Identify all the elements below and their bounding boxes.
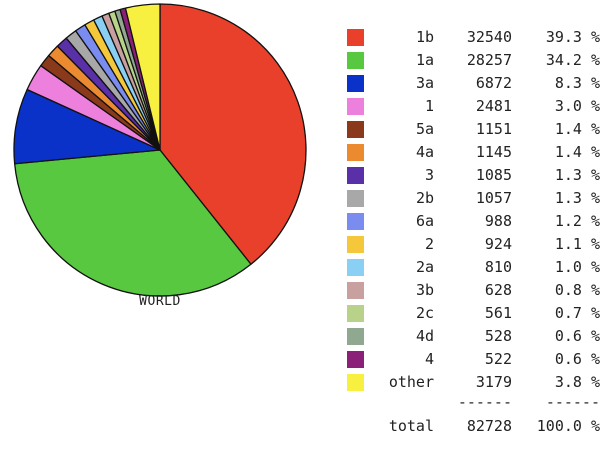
legend-row: 2b 1057 1.3 % — [344, 187, 600, 210]
separator-count: ------ — [457, 393, 512, 411]
legend-count: 1145 — [475, 143, 512, 161]
pie-slices — [13, 3, 307, 297]
legend-percent: 0.7 % — [554, 304, 600, 322]
legend-count: 1085 — [475, 166, 512, 184]
legend-label: 6a — [415, 212, 434, 230]
total-count: 82728 — [466, 417, 512, 435]
legend-swatch — [347, 144, 364, 161]
legend-count: 3179 — [475, 373, 512, 391]
legend-percent: 1.1 % — [554, 235, 600, 253]
legend-swatch — [347, 29, 364, 46]
legend-swatch — [347, 282, 364, 299]
legend-label: 4a — [415, 143, 434, 161]
legend-percent: 0.6 % — [554, 350, 600, 368]
legend-label: 2a — [415, 258, 434, 276]
legend-percent: 0.8 % — [554, 281, 600, 299]
legend-row: 2 924 1.1 % — [344, 233, 600, 256]
legend-label: 4 — [424, 350, 434, 368]
legend-label: 1a — [415, 51, 434, 69]
legend-row: 3 1085 1.3 % — [344, 164, 600, 187]
legend-swatch — [347, 167, 364, 184]
legend-percent: 3.0 % — [554, 97, 600, 115]
legend-count: 528 — [484, 327, 512, 345]
legend-row: 1 2481 3.0 % — [344, 95, 600, 118]
legend-row: 2a 810 1.0 % — [344, 256, 600, 279]
legend-swatch — [347, 259, 364, 276]
legend-count: 522 — [484, 350, 512, 368]
pie-slice-1b — [159, 3, 307, 265]
legend-label: 2c — [415, 304, 434, 322]
legend-percent: 1.2 % — [554, 212, 600, 230]
legend-swatch — [347, 121, 364, 138]
legend-percent: 1.3 % — [554, 189, 600, 207]
legend-row: 1b 32540 39.3 % — [344, 26, 600, 49]
legend-label: 3a — [415, 74, 434, 92]
separator-percent: ------ — [545, 393, 600, 411]
legend-label: 2b — [415, 189, 434, 207]
legend-swatch — [347, 236, 364, 253]
pie-slice-other — [124, 3, 161, 151]
legend-count: 32540 — [466, 28, 512, 46]
legend-row: 4 522 0.6 % — [344, 348, 600, 371]
legend-count: 1057 — [475, 189, 512, 207]
total-label: total — [388, 417, 434, 435]
legend-swatch — [347, 190, 364, 207]
legend-percent: 0.6 % — [554, 327, 600, 345]
legend-swatch — [347, 75, 364, 92]
legend-row: 3b 628 0.8 % — [344, 279, 600, 302]
legend-row: 2c 561 0.7 % — [344, 302, 600, 325]
legend-swatch — [347, 305, 364, 322]
legend-count: 810 — [484, 258, 512, 276]
chart-title: WORLD — [139, 294, 181, 309]
total-percent: 100.0 % — [536, 417, 600, 435]
legend-label: 1 — [424, 97, 434, 115]
legend-label: 2 — [424, 235, 434, 253]
legend-swatch — [347, 213, 364, 230]
legend-count: 988 — [484, 212, 512, 230]
legend-row: 4a 1145 1.4 % — [344, 141, 600, 164]
legend-percent: 34.2 % — [545, 51, 600, 69]
legend-count: 561 — [484, 304, 512, 322]
legend-table: 1b 32540 39.3 % 1a 28257 34.2 % 3a 6872 8.3 % 1 24… — [344, 26, 600, 438]
legend-label: other — [388, 373, 434, 391]
legend-label: 4d — [415, 327, 434, 345]
legend-label: 3 — [424, 166, 434, 184]
legend-row: 5a 1151 1.4 % — [344, 118, 600, 141]
legend-count: 28257 — [466, 51, 512, 69]
legend-row: 3a 6872 8.3 % — [344, 72, 600, 95]
legend-percent: 1.0 % — [554, 258, 600, 276]
legend-percent: 1.4 % — [554, 143, 600, 161]
legend-swatch — [347, 328, 364, 345]
legend-swatch — [347, 52, 364, 69]
legend-row: 1a 28257 34.2 % — [344, 49, 600, 72]
legend-row: 4d 528 0.6 % — [344, 325, 600, 348]
legend-count: 6872 — [475, 74, 512, 92]
legend-count: 628 — [484, 281, 512, 299]
legend-label: 1b — [415, 28, 434, 46]
legend-swatch — [347, 98, 364, 115]
legend-row: 6a 988 1.2 % — [344, 210, 600, 233]
legend-percent: 8.3 % — [554, 74, 600, 92]
legend-percent: 1.4 % — [554, 120, 600, 138]
legend-row: other 3179 3.8 % — [344, 371, 600, 394]
legend-percent: 39.3 % — [545, 28, 600, 46]
legend-count: 2481 — [475, 97, 512, 115]
legend-percent: 3.8 % — [554, 373, 600, 391]
pie-chart — [13, 3, 307, 297]
pie-slice-1a — [14, 149, 252, 297]
legend-swatch — [347, 351, 364, 368]
legend-count: 1151 — [475, 120, 512, 138]
legend-label: 3b — [415, 281, 434, 299]
total-row: total 82728 100.0 % — [344, 414, 600, 438]
legend-swatch — [347, 374, 364, 391]
separator-row: ------ ------ — [344, 394, 600, 414]
legend-label: 5a — [415, 120, 434, 138]
legend-percent: 1.3 % — [554, 166, 600, 184]
legend-count: 924 — [484, 235, 512, 253]
